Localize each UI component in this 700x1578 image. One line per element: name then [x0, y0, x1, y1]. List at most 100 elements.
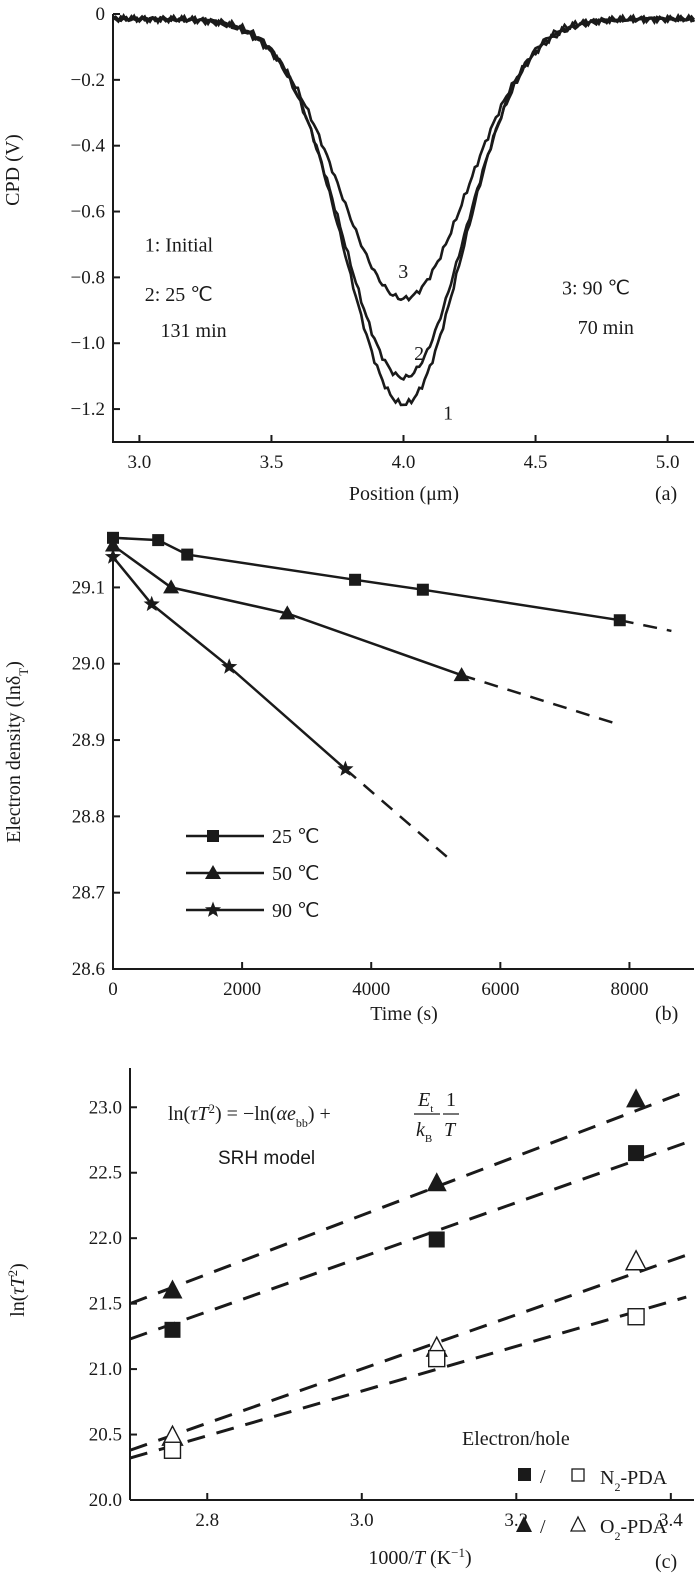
x-tick-label: 4.0 [392, 452, 416, 473]
x-tick-label: 6000 [481, 979, 519, 1000]
data-point [279, 605, 296, 620]
x-tick-label: 4000 [352, 979, 390, 1000]
curve-number-label: 3 [398, 261, 408, 283]
svg-text:Et: Et [417, 1089, 433, 1115]
srh-model-label: SRH model [218, 1148, 315, 1169]
panel-a-annotations: 1: Initial 2: 25 ℃ 131 min 3: 90 ℃ 70 min [145, 234, 634, 342]
panel-c-y-label: ln(τT2) [5, 1263, 30, 1317]
legend-label: 25 ℃ [272, 826, 319, 848]
panel-b-legend: 25 ℃ 50 ℃ 90 ℃ [186, 826, 319, 922]
svg-text:ln(τT2) = −ln(αebb) +: ln(τT2) = −ln(αebb) + [168, 1101, 331, 1131]
y-tick-label: 20.0 [89, 1490, 122, 1511]
fit-line [129, 1295, 687, 1460]
panel-a: 0 −0.2 −0.4 −0.6 −0.8 −1.0 −1.2 3.0 3.5 4.0 4.5 5.… [2, 4, 696, 505]
y-tick-label: 29.1 [72, 577, 105, 598]
svg-text:1: 1 [446, 1089, 456, 1111]
extrapolation-line [461, 673, 621, 726]
panel-b: 28.6 28.7 28.8 28.9 29.0 29.1 0 2000 4000 6000 80… [3, 531, 694, 1025]
data-point-square [628, 1145, 645, 1162]
x-tick-label: 3.0 [350, 1510, 374, 1531]
svg-text:kB: kB [416, 1119, 432, 1145]
y-tick-label: 29.0 [72, 654, 105, 675]
panel-a-x-label: Position (μm) [349, 483, 459, 505]
y-tick-label: 0 [96, 4, 106, 25]
data-point [105, 537, 121, 552]
legend-sep-o2: / [540, 1516, 546, 1538]
series-line [112, 544, 463, 677]
legend-annotation: 2: 25 ℃ [145, 284, 213, 306]
svg-text:T: T [444, 1119, 457, 1141]
y-tick-label: −0.4 [71, 136, 106, 157]
x-tick-label: 3.4 [659, 1510, 683, 1531]
panel-c-y-ticks: 20.0 20.5 21.0 21.5 22.0 22.5 23.0 [89, 1097, 137, 1511]
y-tick-label: −1.0 [71, 333, 105, 354]
panel-c-fit-lines [129, 1090, 687, 1460]
y-tick-label: 28.6 [72, 959, 105, 980]
legend-annotation: 70 min [578, 317, 634, 339]
y-tick-label: −1.2 [71, 399, 105, 420]
data-point-square [163, 1441, 182, 1459]
panel-b-series [104, 531, 672, 860]
y-tick-label: 22.0 [89, 1228, 122, 1249]
x-tick-label: 2.8 [195, 1510, 219, 1531]
legend-label-o2: O2-PDA [600, 1516, 668, 1543]
y-tick-label: 20.5 [89, 1425, 122, 1446]
legend-annotation: 131 min [161, 320, 227, 342]
series-line [112, 536, 620, 622]
panel-b-y-ticks: 28.6 28.7 28.8 28.9 29.0 29.1 [72, 577, 120, 980]
y-tick-label: 28.8 [72, 806, 105, 827]
x-tick-label: 4.5 [524, 452, 548, 473]
fit-line [129, 1253, 687, 1452]
x-tick-label: 5.0 [656, 452, 680, 473]
legend-marker-n2-open [571, 1468, 585, 1482]
panel-a-label: (a) [655, 483, 677, 505]
data-point-triangle [426, 1172, 447, 1192]
panel-c-label: (c) [655, 1551, 677, 1573]
y-tick-label: −0.8 [71, 267, 105, 288]
data-point [104, 548, 122, 564]
panel-a-curves [111, 13, 696, 407]
extrapolation-line [619, 619, 672, 633]
y-tick-label: −0.2 [71, 70, 105, 91]
series-line [112, 556, 347, 771]
panel-a-y-label: CPD (V) [2, 134, 24, 206]
x-tick-label: 3.5 [260, 452, 284, 473]
legend-label: 50 ℃ [272, 863, 319, 885]
curve-number-label: 1 [443, 402, 453, 424]
legend-marker-n2-filled [518, 1468, 531, 1481]
legend-marker-o2-filled [516, 1516, 532, 1532]
panel-c-x-label: 1000/T (K−1) [368, 1545, 471, 1570]
data-point [453, 667, 470, 682]
data-point [416, 583, 429, 596]
cpd-curve-3 [112, 13, 695, 303]
legend-marker [205, 865, 221, 879]
data-point [613, 614, 626, 627]
legend-marker-o2-open [569, 1515, 587, 1532]
data-point-triangle [624, 1249, 648, 1271]
panel-c-x-ticks: 2.8 3.0 3.2 3.4 [195, 1493, 683, 1531]
data-point [337, 760, 354, 776]
legend-label: 90 ℃ [272, 900, 319, 922]
data-point [181, 548, 194, 561]
data-point-square [627, 1308, 645, 1326]
data-point-triangle [162, 1279, 183, 1299]
data-point [152, 534, 165, 547]
panel-b-x-ticks: 0 2000 4000 6000 8000 [108, 962, 648, 1000]
data-point-square [164, 1321, 181, 1338]
x-tick-label: 3.0 [128, 452, 152, 473]
legend-annotation: 3: 90 ℃ [562, 277, 630, 299]
panel-c: 20.020.521.021.522.022.523.0 2.8 3.0 3.2 3.… [5, 1068, 694, 1573]
extrapolation-line [344, 768, 450, 860]
y-tick-label: 21.0 [89, 1359, 122, 1380]
cpd-curve-1 [112, 13, 695, 407]
panel-b-label: (b) [655, 1003, 678, 1025]
panel-a-frame [112, 14, 694, 443]
x-tick-label: 0 [108, 979, 118, 1000]
panel-c-points [161, 1088, 648, 1459]
y-tick-label: 22.5 [89, 1163, 122, 1184]
legend-marker [207, 830, 219, 842]
x-tick-label: 8000 [610, 979, 648, 1000]
srh-equation: ln(τT2) = −ln(αebb) + Et kB 1 T [168, 1089, 459, 1145]
y-tick-label: 21.5 [89, 1294, 122, 1315]
